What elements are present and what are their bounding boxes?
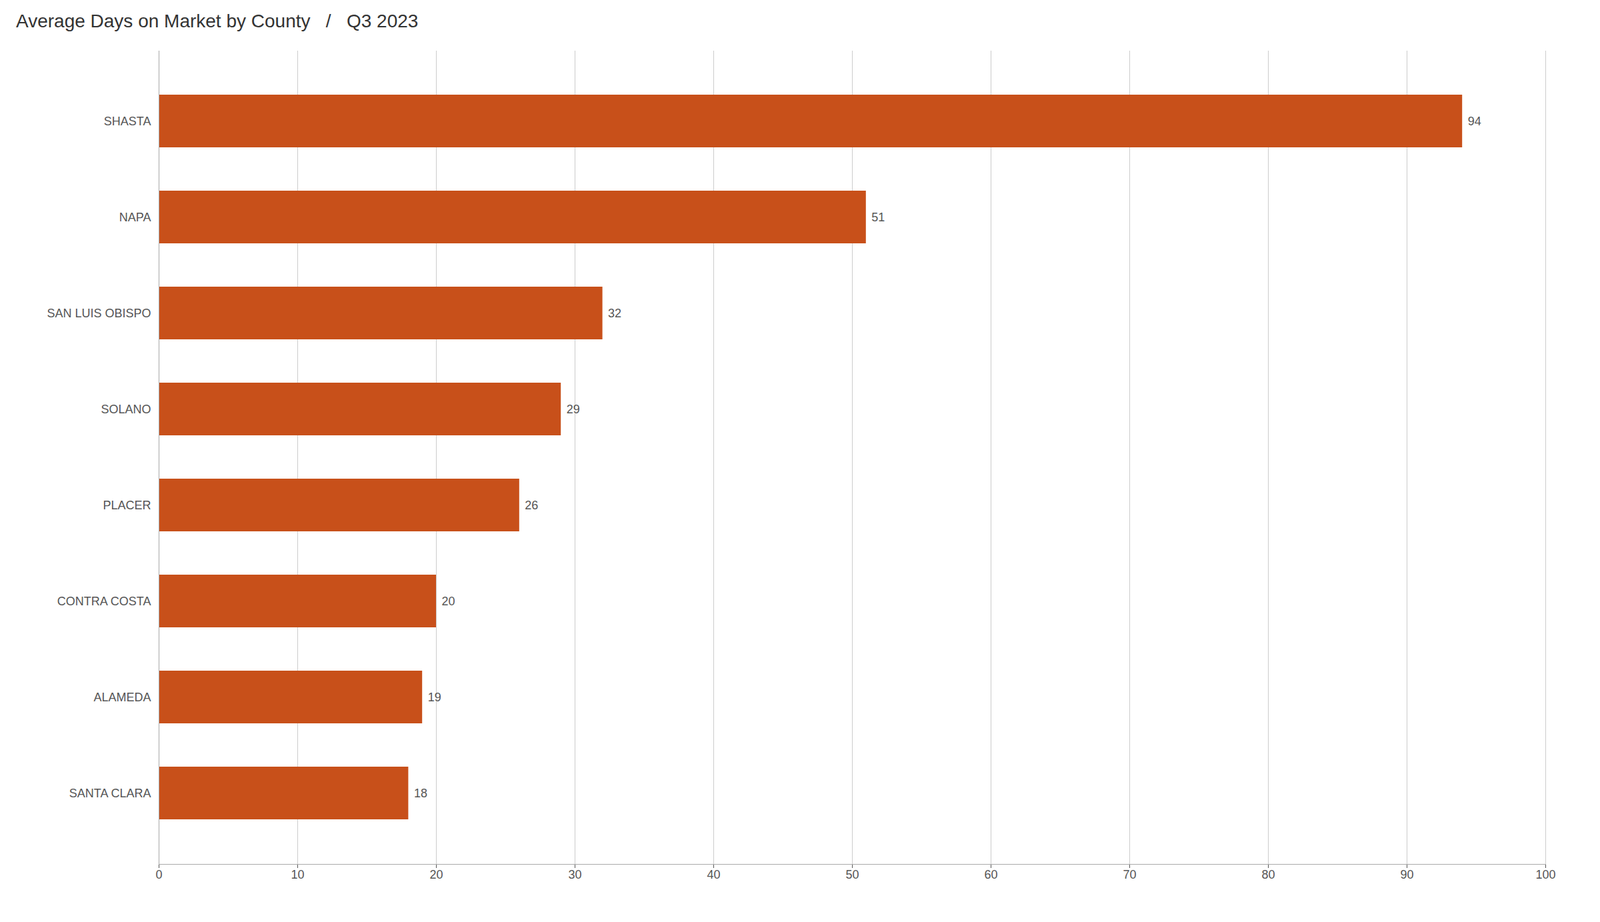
svg-text:SOLANO: SOLANO [100,402,151,416]
svg-text:70: 70 [1122,868,1136,882]
svg-text:NAPA: NAPA [119,210,152,224]
svg-text:ALAMEDA: ALAMEDA [93,690,151,704]
svg-text:18: 18 [414,786,428,800]
svg-text:32: 32 [608,306,622,320]
html-text:Average Days on Market by Coun: Average Days on Market by County / Q3 20… [16,10,419,32]
svg-text:SHASTA: SHASTA [104,114,152,128]
svg-text:19: 19 [428,690,442,704]
svg-text:20: 20 [429,868,443,882]
svg-text:80: 80 [1261,868,1275,882]
svg-text:29: 29 [566,402,580,416]
svg-text:94: 94 [1468,114,1482,128]
svg-text:30: 30 [568,868,582,882]
svg-text:SANTA CLARA: SANTA CLARA [69,786,152,800]
svg-text:10: 10 [290,868,304,882]
svg-text:26: 26 [524,498,538,512]
svg-text:51: 51 [871,210,885,224]
svg-text:40: 40 [706,868,720,882]
svg-text:CONTRA COSTA: CONTRA COSTA [57,594,152,608]
svg-text:90: 90 [1400,868,1414,882]
svg-text:60: 60 [984,868,998,882]
svg-text:20: 20 [442,594,456,608]
svg-text:PLACER: PLACER [102,498,151,512]
svg-text:SAN LUIS OBISPO: SAN LUIS OBISPO [46,306,151,320]
svg-text:0: 0 [155,868,162,882]
svg-text:100: 100 [1535,868,1556,882]
svg-text:50: 50 [845,868,859,882]
